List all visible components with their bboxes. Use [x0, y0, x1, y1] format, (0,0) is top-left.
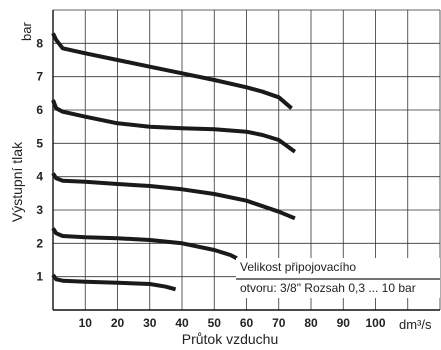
- series-line-2: [51, 227, 238, 261]
- series-line-5: [51, 32, 293, 110]
- x-tick-label: 70: [272, 316, 286, 330]
- x-tick-label: 50: [208, 316, 222, 330]
- series-group: [51, 32, 297, 292]
- series-line-4: [51, 99, 297, 154]
- x-axis-unit: dm³/s: [399, 317, 432, 332]
- y-tick-label: 1: [36, 270, 43, 284]
- x-tick-label: 60: [240, 316, 254, 330]
- annotation-line-1: Velikost připojovacího: [240, 260, 356, 274]
- x-tick-label: 10: [79, 316, 93, 330]
- y-tick-label: 2: [36, 236, 43, 250]
- annotation-background: [236, 258, 440, 298]
- y-axis-unit: bar: [19, 22, 34, 41]
- x-tick-label: 20: [111, 316, 125, 330]
- x-tick-label: 40: [175, 316, 189, 330]
- y-tick-label: 4: [36, 170, 43, 184]
- y-tick-label: 6: [36, 103, 43, 117]
- axes: [52, 10, 440, 311]
- x-tick-label: 80: [304, 316, 318, 330]
- annotation-line-2: otvoru: 3/8" Rozsah 0,3 ... 10 bar: [240, 281, 416, 295]
- x-tick-label: 30: [143, 316, 157, 330]
- x-tick-label: 100: [365, 316, 385, 330]
- y-tick-label: 5: [36, 136, 43, 150]
- y-axis-label: Výstupní tlak: [9, 141, 25, 222]
- series-line-1: [51, 273, 177, 292]
- y-tick-label: 3: [36, 203, 43, 217]
- x-axis-label: Průtok vzduchu: [182, 331, 279, 347]
- series-line-3: [51, 172, 296, 221]
- x-tick-label: 90: [337, 316, 351, 330]
- y-tick-label: 8: [36, 36, 43, 50]
- y-tick-label: 7: [36, 70, 43, 84]
- tick-labels: 10 20 30 40 50 60 70 80 90 100 1 2 3 4 5 6 7 8: [36, 36, 386, 330]
